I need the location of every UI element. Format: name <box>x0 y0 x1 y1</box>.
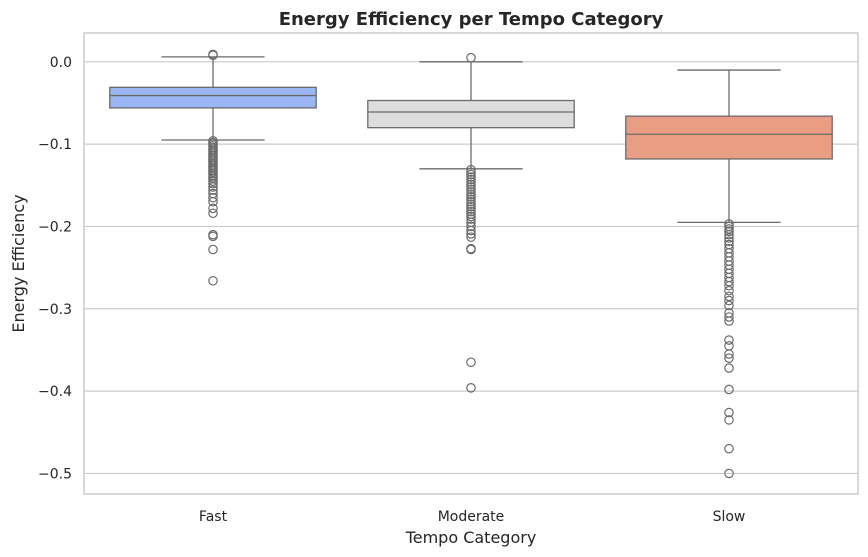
outlier-point <box>724 291 734 302</box>
outlier-point <box>466 164 476 175</box>
outlier-point <box>724 226 734 237</box>
outlier-point <box>724 236 734 247</box>
outlier-point <box>466 179 476 190</box>
outlier-point <box>208 182 218 192</box>
x-tick-label: Fast <box>199 509 228 525</box>
outlier-point <box>724 363 734 373</box>
outlier-point <box>724 468 734 479</box>
outlier-point <box>724 233 734 243</box>
x-tick-label: Slow <box>713 509 746 525</box>
outlier-point <box>466 229 476 239</box>
x-tick-label: Moderate <box>438 509 505 525</box>
outlier-point <box>466 174 476 185</box>
outlier-point <box>724 276 734 287</box>
outlier-point <box>466 167 476 177</box>
outlier-point <box>208 231 218 242</box>
box-group-slow <box>625 69 833 479</box>
outlier-point <box>466 214 476 224</box>
outlier-point <box>208 275 218 286</box>
outlier-point <box>466 201 476 212</box>
iqr-box <box>109 86 317 109</box>
y-tick-label: −0.2 <box>38 219 72 235</box>
outlier-point <box>466 221 476 232</box>
outlier-point <box>466 357 476 368</box>
outlier-point <box>466 172 476 182</box>
outlier-point <box>724 443 734 454</box>
outlier-point <box>208 178 218 189</box>
outlier-point <box>724 316 734 326</box>
plot-frame <box>83 32 859 495</box>
outlier-point <box>208 208 218 219</box>
y-tick-label: −0.3 <box>38 302 72 318</box>
x-axis-label: Tempo Category <box>405 528 537 547</box>
plot-area: 0.0 −0.1 −0.2 −0.3 −0.4 −0.5 Fast Moderate Slow <box>38 32 859 525</box>
outlier-point <box>724 384 734 395</box>
outlier-point <box>724 335 734 345</box>
outlier-point <box>724 407 734 418</box>
outlier-point <box>724 353 734 363</box>
iqr-box <box>367 99 575 129</box>
outlier-point <box>208 176 218 186</box>
outlier-point <box>466 182 476 192</box>
outlier-point <box>208 50 218 61</box>
outlier-point <box>208 196 218 207</box>
outlier-point <box>466 244 476 255</box>
y-tick-label: −0.4 <box>38 384 72 400</box>
outlier-point <box>466 184 476 195</box>
y-tick-label: −0.1 <box>38 137 72 153</box>
outlier-point <box>724 280 734 291</box>
chart-title: Energy Efficiency per Tempo Category <box>279 9 664 30</box>
outlier-point <box>724 219 734 229</box>
outlier-point <box>724 312 734 322</box>
outlier-point <box>466 192 476 202</box>
outlier-point <box>466 189 476 200</box>
outlier-point <box>466 169 476 180</box>
outlier-point <box>466 196 476 207</box>
outlier-point <box>208 203 218 214</box>
outlier-point <box>466 383 476 393</box>
outlier-point <box>466 187 476 197</box>
outlier-point <box>466 199 476 210</box>
outlier-point <box>466 52 476 63</box>
outlier-point <box>466 204 476 214</box>
outlier-point <box>208 192 218 203</box>
outlier-point <box>208 244 218 255</box>
y-tick-label: 0.0 <box>50 55 72 71</box>
outlier-point <box>724 300 734 311</box>
outlier-point <box>466 211 476 222</box>
outlier-point <box>724 229 734 240</box>
y-tick-label: −0.5 <box>38 466 72 482</box>
outlier-point <box>724 224 734 234</box>
outlier-point <box>724 285 734 296</box>
iqr-box <box>625 115 833 160</box>
outlier-point <box>466 177 476 187</box>
outlier-point <box>724 295 734 306</box>
box-group-moderate <box>367 52 575 393</box>
outlier-point <box>724 349 734 359</box>
outlier-point <box>466 232 476 242</box>
outlier-point <box>466 206 476 217</box>
outlier-point <box>208 185 218 196</box>
outlier-point <box>466 225 476 236</box>
outlier-point <box>466 194 476 205</box>
outlier-point <box>724 415 734 425</box>
box-group-fast <box>109 49 317 286</box>
y-axis-label: Energy Efficiency <box>9 194 28 332</box>
